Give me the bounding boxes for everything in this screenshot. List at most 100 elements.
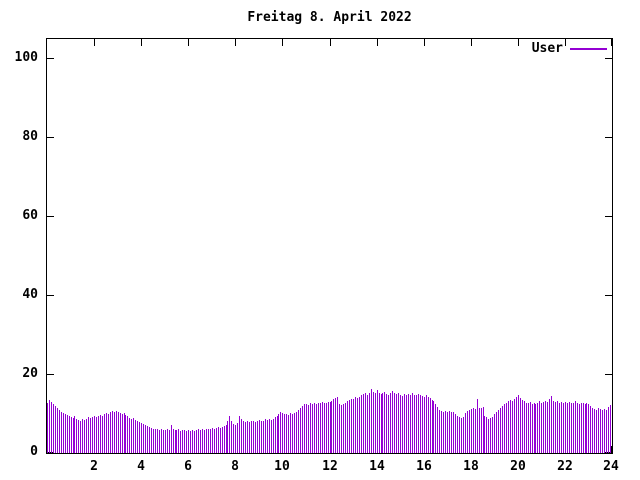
- bar: [273, 419, 274, 453]
- bar: [241, 419, 242, 453]
- bar: [496, 412, 497, 453]
- bar: [265, 419, 266, 453]
- bar: [320, 403, 321, 453]
- bar: [135, 420, 136, 453]
- bar: [249, 422, 250, 453]
- bar: [402, 396, 403, 453]
- bar: [108, 414, 109, 453]
- bar: [386, 394, 387, 453]
- bar: [502, 406, 503, 453]
- bar: [106, 413, 107, 453]
- bar: [583, 403, 584, 453]
- bar: [253, 421, 254, 453]
- bar: [157, 429, 158, 453]
- bar: [498, 410, 499, 453]
- bar: [577, 403, 578, 453]
- bar: [286, 414, 287, 453]
- bar: [475, 409, 476, 453]
- bar: [406, 395, 407, 453]
- x-tick-top: [565, 39, 566, 46]
- bar: [53, 404, 54, 453]
- bar: [204, 430, 205, 453]
- bar: [473, 408, 474, 453]
- bar: [522, 400, 523, 453]
- bar: [110, 412, 111, 453]
- bar: [190, 431, 191, 453]
- bar: [331, 401, 332, 453]
- y-tick-right: [605, 58, 612, 59]
- bar: [567, 403, 568, 453]
- bar: [239, 416, 240, 453]
- bar: [71, 417, 72, 453]
- bar: [351, 399, 352, 453]
- bar: [347, 401, 348, 453]
- y-tick-left: [47, 374, 54, 375]
- bar: [488, 419, 489, 453]
- bar: [243, 421, 244, 453]
- bar: [416, 395, 417, 453]
- bar: [581, 403, 582, 453]
- bar: [439, 410, 440, 453]
- bar: [302, 406, 303, 453]
- bar: [104, 414, 105, 453]
- bar: [102, 416, 103, 453]
- bar: [586, 403, 587, 453]
- bar: [255, 422, 256, 453]
- bar: [306, 404, 307, 453]
- bar: [208, 429, 209, 453]
- x-tick-label: 20: [510, 459, 526, 474]
- bar: [212, 428, 213, 453]
- y-tick-label: 80: [22, 129, 38, 144]
- bar: [257, 421, 258, 453]
- bar: [514, 399, 515, 453]
- bar: [171, 425, 172, 453]
- y-tick-right: [605, 137, 612, 138]
- bar: [245, 422, 246, 453]
- bar: [237, 423, 238, 453]
- bar: [365, 393, 366, 453]
- bar: [500, 408, 501, 453]
- bar: [543, 402, 544, 453]
- bar: [337, 397, 338, 453]
- bar: [127, 416, 128, 453]
- bar: [218, 427, 219, 453]
- x-tick-label: 16: [416, 459, 432, 474]
- y-tick-label: 20: [22, 366, 38, 381]
- bar: [390, 393, 391, 453]
- x-tick-top: [94, 39, 95, 46]
- bar: [547, 402, 548, 453]
- x-tick-top: [471, 39, 472, 46]
- bar: [494, 414, 495, 453]
- bar: [394, 393, 395, 453]
- bar: [608, 407, 609, 453]
- bar: [188, 430, 189, 453]
- bar: [292, 414, 293, 453]
- bar: [471, 409, 472, 453]
- bar: [169, 430, 170, 453]
- bar: [149, 427, 150, 453]
- bar: [280, 412, 281, 453]
- bar: [459, 417, 460, 453]
- bar: [467, 411, 468, 453]
- bar: [94, 416, 95, 453]
- bar: [408, 394, 409, 453]
- bar: [518, 395, 519, 453]
- bar: [124, 413, 125, 453]
- bar: [441, 411, 442, 453]
- bar: [579, 404, 580, 453]
- bar: [222, 427, 223, 453]
- bar: [178, 429, 179, 453]
- bar: [343, 404, 344, 453]
- bar: [445, 411, 446, 453]
- bar: [330, 402, 331, 453]
- bar: [167, 429, 168, 453]
- bar: [565, 402, 566, 453]
- bar: [382, 393, 383, 453]
- bar: [555, 402, 556, 453]
- bar: [312, 404, 313, 453]
- bar: [324, 403, 325, 453]
- bar: [410, 395, 411, 453]
- bar: [63, 413, 64, 453]
- bar: [328, 402, 329, 453]
- bar: [278, 414, 279, 453]
